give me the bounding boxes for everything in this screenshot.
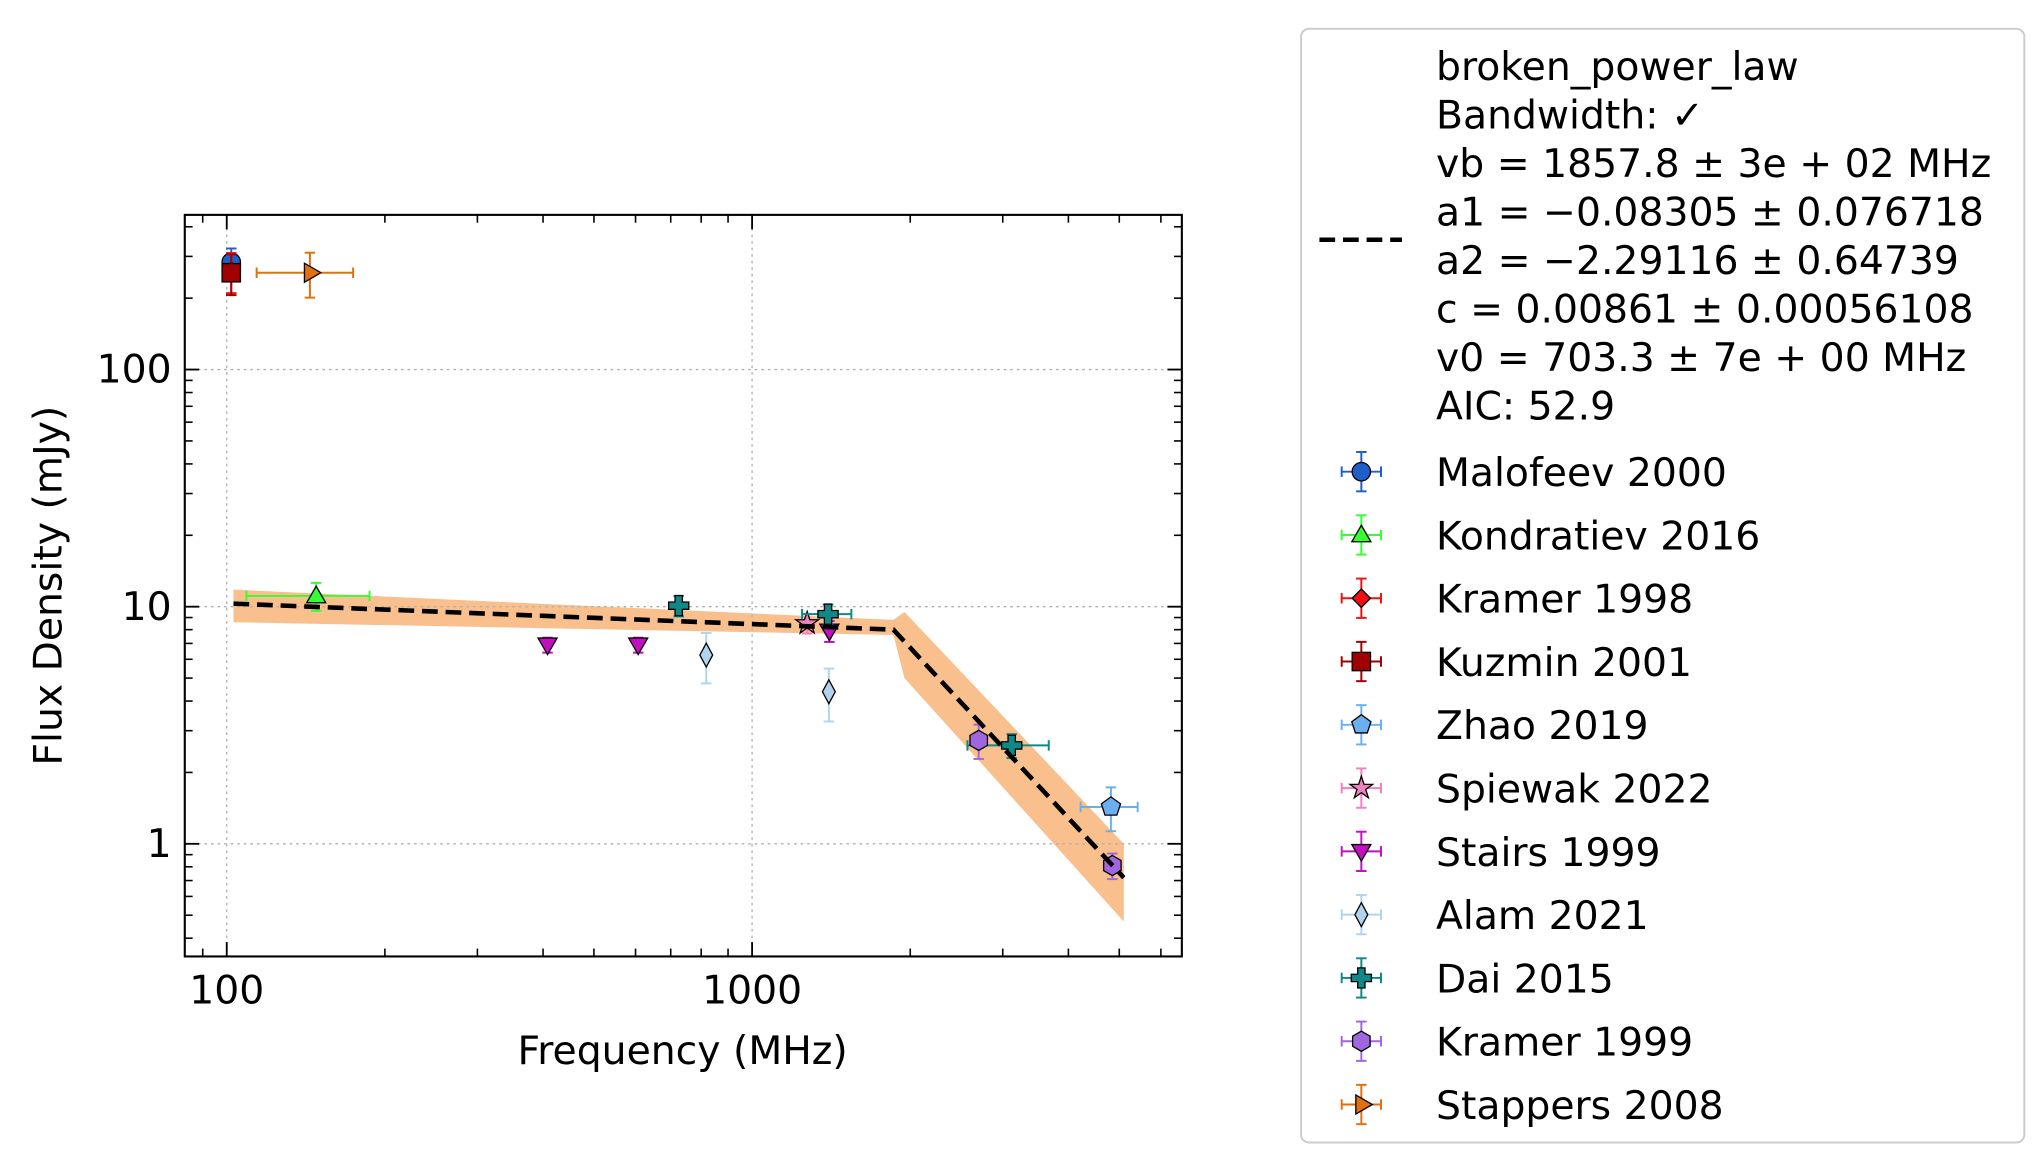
legend-fit-text: Bandwidth: ✓: [1436, 93, 1704, 138]
marker: [305, 584, 327, 604]
legend-label: Zhao 2019: [1436, 704, 1648, 749]
marker: [817, 603, 839, 625]
y-tick-label: 10: [122, 585, 172, 630]
fit-line: [233, 601, 1126, 880]
legend-fit-text: AIC: 52.9: [1436, 384, 1615, 429]
plot-frame: [183, 213, 1183, 958]
legend-fit-text: c = 0.00861 ± 0.00056108: [1436, 287, 1973, 332]
marker: [821, 678, 837, 706]
legend-label: Malofeev 2000: [1436, 451, 1727, 496]
y-axis-label: Flux Density (mJy): [27, 406, 72, 766]
legend-label: Stairs 1999: [1436, 831, 1660, 876]
marker: [1351, 1030, 1371, 1053]
y-tick-label: 100: [97, 348, 172, 393]
legend-fit-text: vb = 1857.8 ± 3e + 02 MHz: [1436, 142, 1991, 187]
marker: [1000, 734, 1023, 757]
marker: [969, 729, 989, 752]
marker: [1350, 523, 1373, 543]
marker: [303, 262, 323, 284]
legend-fit-text: broken_power_law: [1436, 45, 1799, 90]
marker: [1351, 461, 1372, 482]
marker: [1350, 843, 1373, 863]
marker: [221, 262, 242, 283]
fit-band: [233, 589, 1124, 922]
legend-fit-text: a2 = −2.29116 ± 0.64739: [1436, 239, 1959, 284]
legend-fit-text: a1 = −0.08305 ± 0.076718: [1436, 190, 1984, 235]
y-tick-label: 1: [147, 822, 172, 867]
legend-label: Spiewak 2022: [1436, 768, 1712, 813]
legend-label: Kramer 1998: [1436, 578, 1693, 623]
marker: [667, 594, 690, 617]
marker: [1348, 774, 1375, 800]
x-axis-label: Frequency (MHz): [518, 1029, 848, 1074]
marker: [1351, 588, 1372, 609]
legend-label: Stappers 2008: [1436, 1084, 1724, 1129]
x-tick-label: 100: [189, 969, 264, 1014]
legend-label: Alam 2021: [1436, 894, 1649, 939]
legend-label: Dai 2015: [1436, 957, 1614, 1002]
marker: [627, 637, 649, 656]
legend-label: Kondratiev 2016: [1436, 514, 1760, 559]
marker: [1354, 901, 1369, 928]
marker: [1350, 967, 1373, 989]
legend-box: [1300, 27, 2026, 1144]
legend-fit-text: v0 = 703.3 ± 7e + 00 MHz: [1436, 336, 1966, 381]
marker: [536, 637, 559, 656]
marker: [1100, 796, 1122, 816]
legend-label: Kuzmin 2001: [1436, 641, 1692, 686]
legend-label: Kramer 1999: [1436, 1021, 1693, 1066]
x-tick-label: 1000: [702, 969, 802, 1014]
marker: [1355, 1093, 1374, 1116]
marker: [699, 641, 714, 669]
marker: [1350, 713, 1372, 734]
marker: [1351, 651, 1372, 672]
